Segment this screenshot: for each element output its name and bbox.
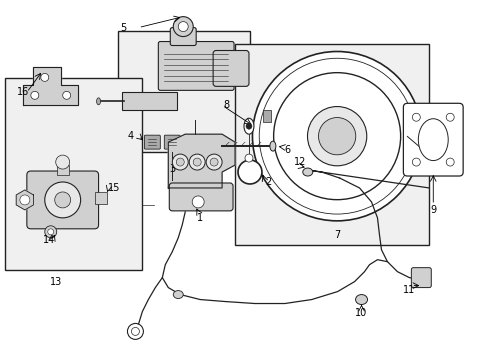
- Circle shape: [20, 195, 30, 205]
- FancyBboxPatch shape: [158, 41, 234, 90]
- Circle shape: [178, 22, 188, 32]
- FancyBboxPatch shape: [170, 28, 196, 45]
- Circle shape: [189, 154, 205, 170]
- Circle shape: [307, 107, 366, 166]
- Bar: [263, 110, 270, 122]
- Circle shape: [31, 91, 39, 99]
- Circle shape: [411, 158, 420, 166]
- FancyBboxPatch shape: [144, 135, 160, 149]
- Ellipse shape: [417, 119, 447, 161]
- Circle shape: [127, 323, 143, 339]
- FancyBboxPatch shape: [403, 103, 462, 176]
- FancyBboxPatch shape: [213, 50, 248, 86]
- Text: 7: 7: [333, 230, 340, 240]
- Ellipse shape: [355, 294, 367, 305]
- Polygon shape: [168, 134, 235, 188]
- Text: 6: 6: [284, 145, 290, 155]
- Circle shape: [206, 154, 222, 170]
- Circle shape: [192, 196, 203, 208]
- Bar: [57, 165, 68, 175]
- Circle shape: [411, 113, 420, 121]
- Ellipse shape: [96, 98, 101, 105]
- Bar: [94, 192, 106, 204]
- Bar: [122, 92, 177, 110]
- Text: 1: 1: [197, 213, 203, 223]
- Circle shape: [446, 158, 453, 166]
- Text: 16: 16: [17, 87, 29, 97]
- Circle shape: [55, 192, 71, 208]
- Ellipse shape: [269, 141, 275, 151]
- Text: 12: 12: [293, 157, 305, 167]
- Circle shape: [238, 160, 262, 184]
- Circle shape: [210, 158, 218, 166]
- Text: 13: 13: [49, 276, 61, 287]
- Text: 4: 4: [127, 131, 133, 141]
- FancyBboxPatch shape: [164, 135, 180, 149]
- Circle shape: [131, 328, 139, 336]
- Circle shape: [252, 51, 421, 221]
- Text: 3: 3: [169, 164, 175, 174]
- Circle shape: [45, 226, 57, 238]
- Bar: [5, 78, 142, 270]
- Text: 5: 5: [120, 23, 126, 33]
- Bar: [235, 44, 428, 245]
- Text: 2: 2: [264, 177, 270, 187]
- Ellipse shape: [302, 168, 312, 176]
- Circle shape: [41, 73, 49, 81]
- FancyBboxPatch shape: [169, 183, 233, 211]
- Text: 11: 11: [403, 284, 415, 294]
- Text: 15: 15: [108, 183, 121, 193]
- Text: 8: 8: [223, 100, 229, 110]
- Text: 10: 10: [355, 309, 367, 319]
- Circle shape: [422, 139, 432, 149]
- Polygon shape: [16, 190, 33, 210]
- Circle shape: [172, 154, 188, 170]
- Circle shape: [446, 113, 453, 121]
- Text: 14: 14: [42, 235, 55, 245]
- Ellipse shape: [173, 291, 183, 298]
- Text: 9: 9: [429, 205, 435, 215]
- Circle shape: [318, 118, 355, 155]
- Circle shape: [245, 123, 251, 129]
- Circle shape: [193, 158, 201, 166]
- Circle shape: [48, 229, 54, 235]
- Circle shape: [62, 91, 71, 99]
- FancyBboxPatch shape: [27, 171, 99, 229]
- Ellipse shape: [244, 118, 253, 134]
- Circle shape: [244, 154, 252, 162]
- Circle shape: [176, 158, 184, 166]
- Circle shape: [173, 17, 193, 37]
- Circle shape: [56, 155, 69, 169]
- FancyBboxPatch shape: [410, 268, 430, 288]
- Polygon shape: [23, 67, 78, 105]
- Circle shape: [259, 58, 414, 214]
- Circle shape: [45, 182, 81, 218]
- Bar: [118, 31, 249, 152]
- Circle shape: [273, 73, 400, 200]
